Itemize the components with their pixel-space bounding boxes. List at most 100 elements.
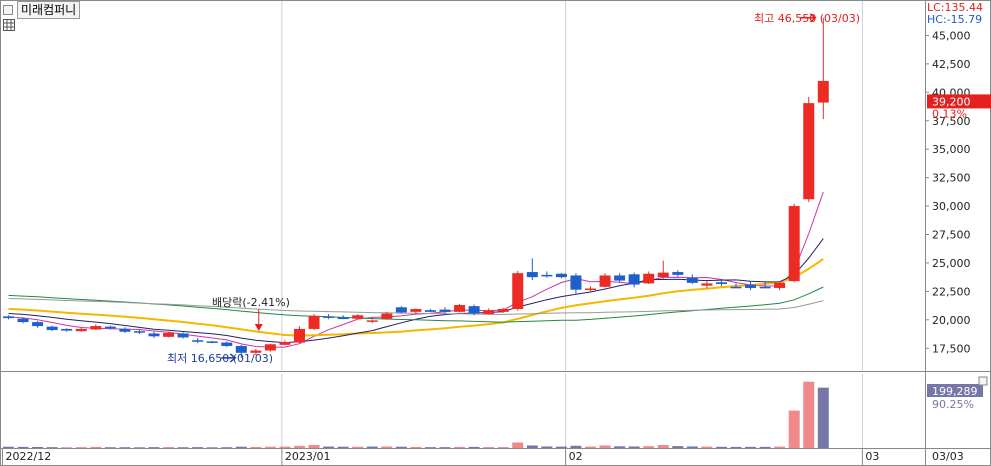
volume-bar: [628, 446, 640, 448]
volume-bar: [424, 447, 436, 448]
volume-current-label: 199,289: [932, 385, 978, 398]
candle: [526, 258, 538, 280]
candle: [745, 281, 757, 291]
hc-indicator: HC:-15.79: [927, 13, 982, 26]
volume-bar: [133, 447, 145, 448]
candle-body: [323, 316, 335, 318]
volume-bar: [395, 446, 407, 448]
candle-body: [570, 275, 582, 290]
volume-bar: [643, 446, 655, 448]
candle: [264, 343, 276, 352]
title-bar: 미래컴퍼니: [0, 0, 81, 20]
title-checkbox[interactable]: [3, 5, 13, 15]
x-tick-label: 02: [569, 450, 583, 463]
y-tick-label: 45,000: [932, 29, 971, 42]
volume-bar: [192, 447, 204, 448]
volume-panel-checkbox[interactable]: [978, 376, 988, 386]
candle-body: [555, 273, 567, 278]
y-tick-label: 17,500: [932, 342, 971, 355]
candle: [643, 271, 655, 284]
candle: [599, 273, 611, 288]
candle-body: [643, 273, 655, 284]
candle: [177, 332, 189, 339]
candle-body: [192, 340, 204, 342]
volume-bar: [512, 442, 524, 448]
volume-bar: [686, 446, 698, 448]
candle-body: [497, 309, 509, 312]
candle: [104, 325, 116, 330]
candle-body: [177, 333, 189, 338]
candle-body: [454, 305, 466, 312]
volume-bar: [483, 447, 495, 448]
candle: [163, 331, 175, 338]
candle-body: [148, 333, 160, 337]
volume-bar: [526, 445, 538, 448]
y-tick-label: 27,500: [932, 229, 971, 242]
volume-bar: [774, 446, 786, 448]
y-tick-label: 20,000: [932, 314, 971, 327]
candle-body: [585, 288, 596, 291]
candle-body: [483, 310, 495, 315]
candle: [512, 270, 524, 311]
candle: [410, 308, 422, 315]
volume-bar: [221, 447, 233, 448]
candle-body: [61, 328, 73, 331]
candle: [148, 331, 160, 339]
candle-body: [32, 322, 44, 327]
candle-body: [279, 341, 291, 345]
candle: [32, 320, 44, 328]
grid-icon[interactable]: [3, 19, 15, 31]
candle: [337, 315, 349, 320]
y-tick-label: 35,000: [932, 143, 971, 156]
candle: [774, 282, 786, 291]
candle: [90, 324, 102, 331]
volume-bar: [206, 447, 218, 448]
candle-body: [235, 345, 247, 353]
ma5-line: [8, 191, 824, 348]
volume-bar: [672, 446, 684, 448]
candle-body: [730, 286, 742, 289]
candle-body: [17, 318, 29, 323]
volume-bar: [352, 446, 364, 448]
volume-bar: [177, 447, 189, 448]
candle: [133, 330, 145, 335]
stock-name-label[interactable]: 미래컴퍼니: [17, 1, 81, 19]
volume-bar: [803, 381, 815, 448]
volume-bar: [410, 446, 422, 448]
volume-bar: [148, 447, 160, 448]
volume-bar: [585, 446, 596, 448]
volume-bar: [817, 387, 829, 448]
candle-body: [90, 326, 102, 330]
candle-body: [308, 315, 320, 329]
candle-body: [439, 309, 451, 312]
volume-bar: [3, 446, 14, 448]
x-tick-label: 2023/01: [285, 450, 331, 463]
candle: [570, 273, 582, 294]
volume-bar: [468, 446, 480, 448]
candle-body: [672, 272, 684, 275]
candle: [585, 286, 596, 292]
candle-body: [468, 306, 480, 314]
candle-body: [337, 317, 349, 320]
volume-bar: [46, 447, 58, 448]
candle: [308, 314, 320, 331]
candle: [75, 327, 87, 332]
candle: [803, 96, 815, 203]
volume-bar: [264, 446, 276, 448]
candle: [424, 309, 436, 313]
candle-body: [250, 350, 262, 353]
candle: [395, 306, 407, 314]
candle: [730, 283, 742, 289]
candle-body: [817, 80, 829, 103]
volume-bar: [104, 447, 116, 448]
candle-body: [3, 316, 14, 319]
volume-bar: [235, 446, 247, 448]
volume-bar: [454, 446, 466, 448]
volume-bar: [715, 446, 727, 448]
volume-bar: [745, 446, 757, 448]
candle-body: [264, 344, 276, 351]
candle: [541, 271, 553, 278]
candle-body: [119, 328, 131, 332]
candle-body: [395, 307, 407, 313]
